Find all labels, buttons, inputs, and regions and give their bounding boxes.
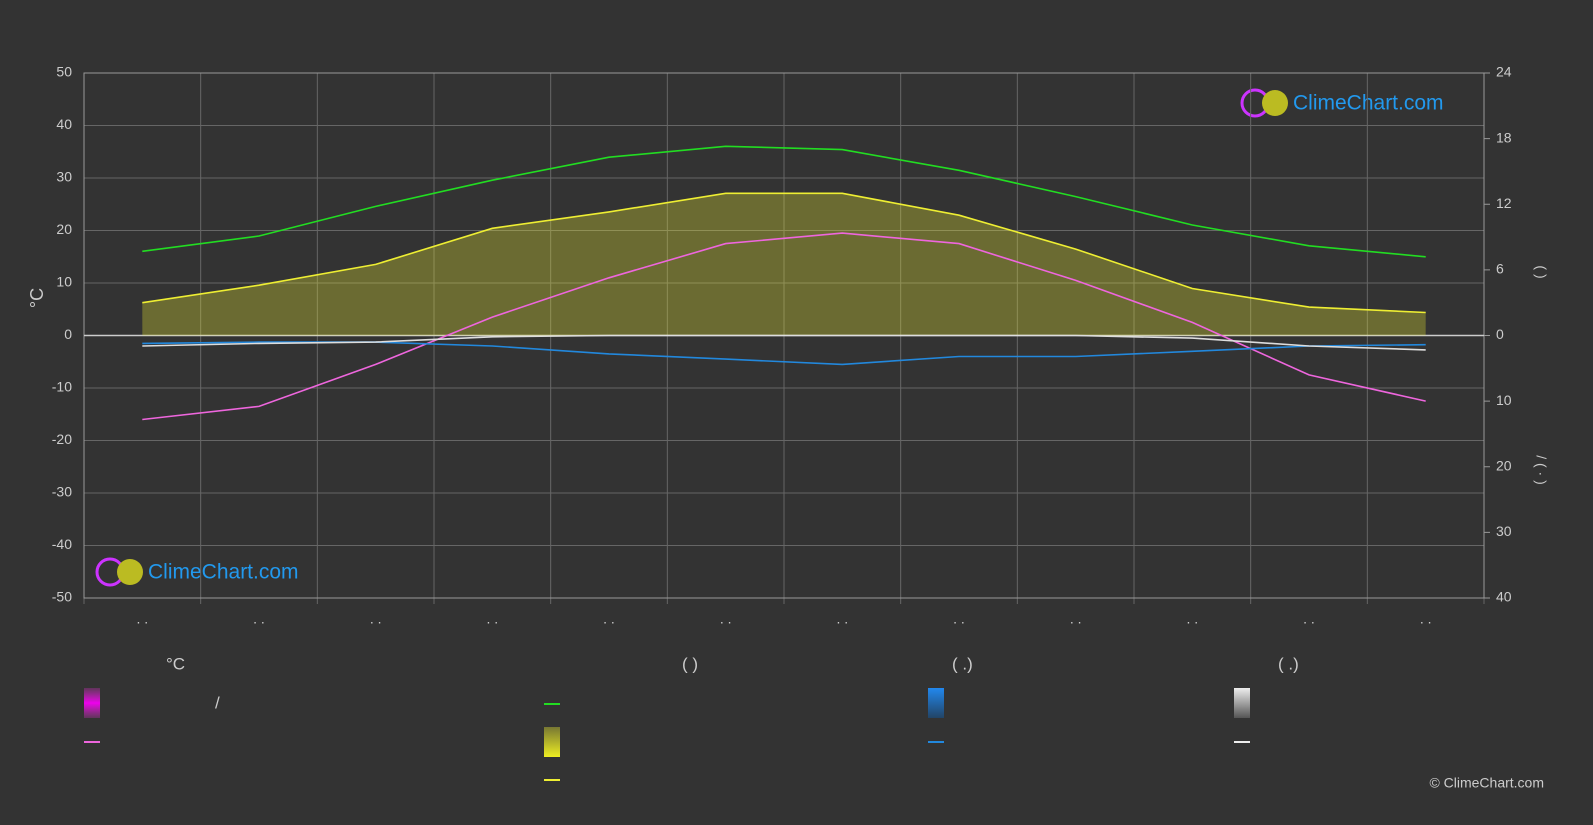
logo-text: ClimeChart.com (148, 561, 299, 584)
y3-tick-label: 20 (1496, 457, 1512, 473)
series-line (142, 334, 1426, 351)
x-tick-label: . . (1186, 611, 1198, 627)
legend-header: ( ) (682, 654, 698, 673)
y-tick-label: 40 (56, 116, 72, 132)
y3-axis-title: / ( · ) (1533, 455, 1549, 485)
y-tick-label: -10 (52, 379, 72, 395)
x-tick-label: . . (953, 611, 965, 627)
y-tick-label: -30 (52, 484, 72, 500)
x-tick-label: . . (720, 611, 732, 627)
y-tick-label: -20 (52, 431, 72, 447)
y2-tick-label: 12 (1496, 195, 1512, 211)
logo-sun (1262, 90, 1288, 116)
y2-tick-label: 0 (1496, 326, 1504, 342)
y-tick-label: 50 (56, 64, 72, 80)
logo-sun (117, 559, 143, 585)
y-tick-label: 20 (56, 221, 72, 237)
y2-axis-title: ( ) (1533, 265, 1549, 278)
series-line (142, 232, 1426, 421)
y2-tick-label: 18 (1496, 129, 1512, 145)
x-tick-label: . . (136, 611, 148, 627)
x-tick-label: . . (253, 611, 265, 627)
y2-tick-label: 6 (1496, 261, 1504, 277)
y3-tick-label: 40 (1496, 589, 1512, 605)
x-tick-label: . . (486, 611, 498, 627)
y-axis-title: °C (27, 288, 47, 308)
x-tick-label: . . (1070, 611, 1082, 627)
logo-top: ClimeChart.com (1240, 88, 1444, 118)
logo-text: ClimeChart.com (1293, 92, 1444, 115)
legend-swatch (84, 688, 100, 718)
x-tick-label: . . (1303, 611, 1315, 627)
y2-tick-label: 24 (1496, 64, 1512, 80)
y3-tick-label: 30 (1496, 523, 1512, 539)
legend-header: ( .) (1278, 654, 1299, 673)
legend-swatch (1234, 688, 1250, 718)
legend-header: ( .) (952, 654, 973, 673)
x-tick-label: . . (836, 611, 848, 627)
legend-text: / (215, 693, 220, 712)
legend-swatch (544, 727, 560, 757)
y-tick-label: -40 (52, 536, 72, 552)
x-tick-label: . . (370, 611, 382, 627)
legend-swatch (928, 688, 944, 718)
y-tick-label: -50 (52, 589, 72, 605)
logo-bottom: ClimeChart.com (95, 557, 299, 587)
x-tick-label: . . (1420, 611, 1432, 627)
plot (83, 72, 1485, 604)
x-tick-label: . . (603, 611, 615, 627)
series-area (142, 193, 1426, 336)
y-tick-label: 30 (56, 169, 72, 185)
series-line (142, 145, 1426, 258)
y-tick-label: 10 (56, 274, 72, 290)
y3-tick-label: 10 (1496, 392, 1512, 408)
legend: °C ( ) ( .) ( .) / (84, 654, 1299, 781)
copyright: © ClimeChart.com (1429, 775, 1544, 791)
series-line (142, 192, 1426, 314)
y-tick-label: 0 (64, 326, 72, 342)
legend-header: °C (166, 654, 185, 673)
